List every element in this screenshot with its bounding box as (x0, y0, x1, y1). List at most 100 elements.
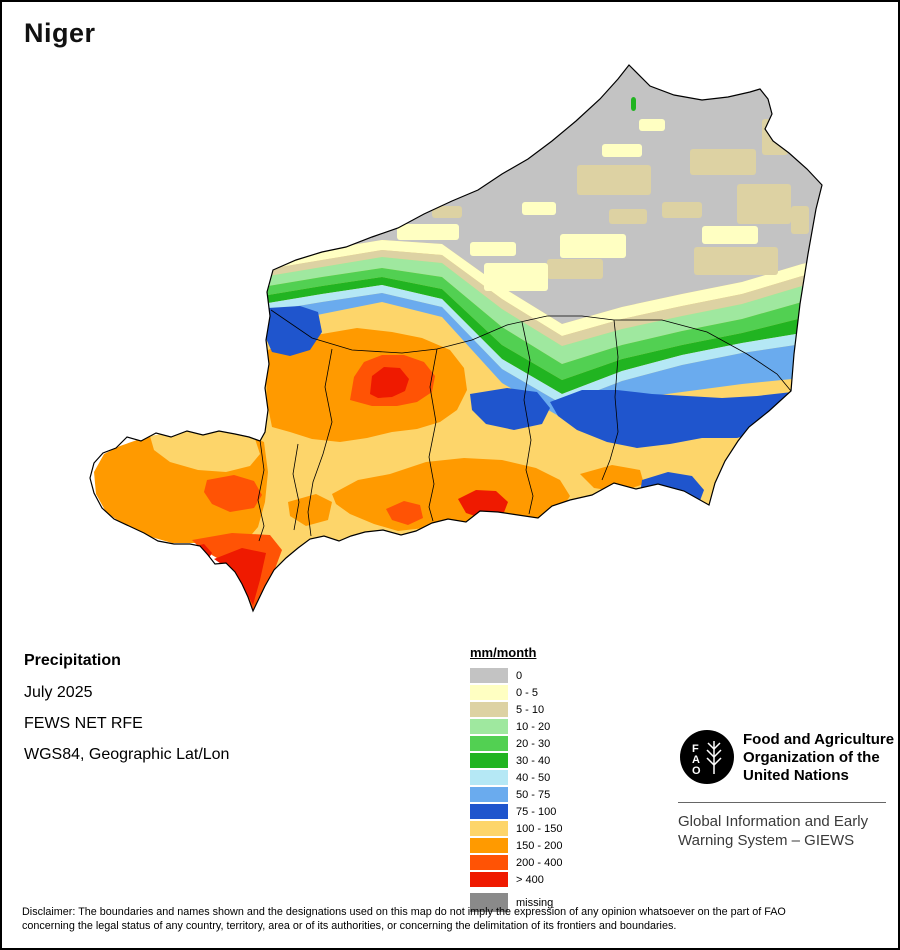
disclaimer-line: Disclaimer: The boundaries and names sho… (22, 906, 786, 918)
precip-patch (560, 234, 626, 258)
giews-caption-line: Warning System – GIEWS (678, 832, 855, 849)
legend-entry-5-10: 5 - 10 (470, 702, 562, 717)
legend-swatch (470, 872, 508, 887)
legend-label: missing (516, 896, 554, 909)
legend-label: > 400 (516, 873, 544, 886)
legend-entry-30-40: 30 - 40 (470, 753, 562, 768)
legend-swatch (470, 855, 508, 870)
legend-swatch (470, 668, 508, 683)
precip-patch (432, 206, 462, 218)
source-label: FEWS NET RFE (24, 715, 143, 732)
fao-logo-disc (680, 730, 734, 784)
legend-entry-50-75: 50 - 75 (470, 787, 562, 802)
fao-organization-name: Food and Agriculture Organization of the… (743, 731, 894, 785)
projection-label: WGS84, Geographic Lat/Lon (24, 746, 230, 763)
legend-rows: 0 0 - 5 5 - 10 10 - 20 20 - 30 30 - 40 40 - 50… (470, 668, 562, 912)
legend-entry-100-150: 100 - 150 (470, 821, 562, 836)
legend-entry-150-200: 150 - 200 (470, 838, 562, 853)
admin-boundary-line (307, 348, 333, 537)
wheat-ear-icon (706, 741, 722, 774)
giews-caption-line: Global Information and Early (678, 813, 869, 830)
legend-swatch (470, 685, 508, 700)
precip-patch (577, 165, 651, 195)
legend-entry->-400: > 400 (470, 872, 562, 887)
fao-org-line: United Nations (743, 767, 849, 784)
legend-swatch (470, 736, 508, 751)
legend-label: 200 - 400 (516, 856, 563, 869)
legend-swatch (470, 719, 508, 734)
orangered-south (386, 501, 423, 525)
blue-west-blob (264, 306, 322, 356)
admin-boundary-line (257, 439, 265, 542)
legend-label: 100 - 150 (516, 822, 563, 835)
precip-zone-05 (262, 240, 822, 336)
legend-swatch (470, 804, 508, 819)
precip-patch (791, 206, 809, 234)
legend-label: 30 - 40 (516, 754, 551, 767)
fao-logo-letters: F A O (692, 743, 701, 777)
legend-label: 0 (516, 669, 523, 682)
legend-entry-40-50: 40 - 50 (470, 770, 562, 785)
precip-patch (690, 149, 756, 175)
precip-patch (639, 119, 665, 131)
legend-label: 10 - 20 (516, 720, 551, 733)
disclaimer-line: concerning the legal status of any count… (22, 920, 677, 932)
legend-swatch (470, 838, 508, 853)
precip-zone-1020 (262, 257, 822, 364)
precip-patch (484, 263, 548, 291)
fao-letter-a: A (692, 754, 700, 766)
fao-org-line: Organization of the (743, 749, 880, 766)
red-tail-core (214, 548, 266, 605)
disclaimer-text: Disclaimer: The boundaries and names sho… (22, 905, 786, 933)
precip-zone-2030 (262, 268, 822, 380)
precipitation-layers (94, 65, 822, 611)
legend-swatch (470, 787, 508, 802)
legend-entry-10-20: 10 - 20 (470, 719, 562, 734)
legend-swatch (470, 753, 508, 768)
admin-boundaries (257, 309, 792, 542)
orange-east-patch (580, 465, 644, 492)
legend-entry-0: 0 (470, 668, 562, 683)
blue-dip-blob (470, 388, 550, 430)
legend-entry-20-30: 20 - 30 (470, 736, 562, 751)
legend-label: 50 - 75 (516, 788, 551, 801)
country-outline (89, 64, 823, 613)
fao-org-line: Food and Agriculture (743, 731, 895, 748)
legend-entry-200-400: 200 - 400 (470, 855, 562, 870)
yellow-lobe-patch (150, 430, 260, 472)
map-info-block: Precipitation July 2025 FEWS NET RFE WGS… (24, 652, 229, 777)
precip-patch (470, 242, 516, 256)
page-title: Niger (24, 18, 96, 48)
precipitation-heading: Precipitation (24, 652, 121, 669)
admin-boundary-line (601, 319, 619, 481)
fao-logo: F A O (680, 730, 734, 784)
precip-zone-5075 (262, 293, 822, 418)
red-central-core (370, 367, 409, 398)
precipitation-legend: mm/month 0 0 - 5 5 - 10 10 - 20 20 - 30 30 - … (470, 645, 562, 914)
legend-label: 150 - 200 (516, 839, 563, 852)
legend-label: 20 - 30 (516, 737, 551, 750)
precip-patch (702, 226, 758, 244)
precip-patch (662, 202, 702, 218)
admin-boundary-line (292, 443, 300, 531)
precip-zone-4050 (262, 285, 822, 404)
orangered-lobe (204, 475, 262, 512)
giews-caption: Global Information and Early Warning Sys… (678, 812, 868, 850)
admin-boundary-line (614, 319, 792, 392)
footer-divider (678, 802, 886, 803)
legend-swatch (470, 702, 508, 717)
precip-patch (694, 247, 778, 275)
legend-label: 5 - 10 (516, 703, 545, 716)
legend-swatch (470, 821, 508, 836)
precip-zone-3040 (262, 277, 822, 394)
precip-patch (737, 184, 791, 224)
fao-letter-f: F (692, 743, 699, 755)
period-label: July 2025 (24, 684, 93, 701)
legend-label: 75 - 100 (516, 805, 557, 818)
legend-title: mm/month (470, 645, 537, 660)
precip-patch (397, 224, 459, 240)
precip-patch (602, 144, 642, 157)
legend-entry-75-100: 75 - 100 (470, 804, 562, 819)
legend-swatch (470, 893, 508, 912)
